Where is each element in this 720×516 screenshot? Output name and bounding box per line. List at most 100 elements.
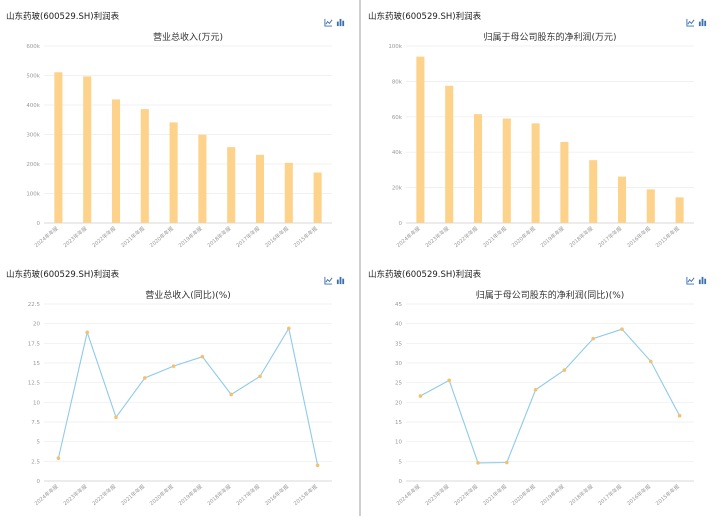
data-point [200,354,205,359]
x-tick-label: 2023年年报 [423,224,450,249]
y-tick-label: 15 [33,361,40,367]
x-tick-label: 2018年年报 [205,224,232,249]
y-tick-label: 40k [392,150,403,156]
x-tick-label: 2020年年报 [148,482,175,507]
x-tick-label: 2020年年报 [510,224,537,249]
bar [416,56,425,224]
x-tick-label: 2021年年报 [119,482,146,507]
y-tick-label: 100k [388,44,402,50]
data-point [258,374,262,379]
line-chart-icon[interactable] [686,276,695,285]
y-tick-label: 500k [26,74,40,80]
bar [169,122,178,223]
chart-title: 归属于母公司股东的净利润(同比)(%) [476,289,625,301]
bar [54,72,63,223]
line-chart-icon[interactable] [686,18,695,27]
chart-area: 营业总收入(同比)(%) 0 2.5 5 7.5 10 12.5 15 17.5 20 22.5 20… [28,289,332,507]
x-tick-label: 2024年年报 [33,482,60,507]
bar [140,109,149,223]
x-tick-label: 2022年年报 [452,482,479,507]
bar [313,172,322,223]
bar-chart-icon[interactable] [698,18,707,27]
data-point [505,460,509,465]
chart-title: 归属于母公司股东的净利润(万元) [483,31,616,43]
x-tick-label: 2018年年报 [567,224,594,249]
panel-header: 山东药玻(600529.SH)利润表 [6,270,120,280]
x-tick-label: 2018年年报 [567,482,594,507]
panel-divider [359,0,361,516]
bar [646,189,655,223]
x-tick-label: 2016年年报 [263,482,290,507]
x-tick-label: 2022年年报 [90,482,117,507]
x-tick-label: 2015年年报 [654,224,681,249]
data-point [56,456,61,460]
data-point [562,368,567,372]
y-tick-label: 200k [26,162,40,168]
x-tick-label: 2015年年报 [292,224,319,249]
y-tick-label: 15 [395,420,402,426]
x-tick-label: 2015年年报 [292,482,319,507]
data-point [649,359,653,364]
x-tick-label: 2021年年报 [481,224,508,249]
panel-revenue-yoy: 山东药玻(600529.SH)利润表 营业总收入(同比)(%) 0 2.5 5 7.5 1… [2,258,356,513]
bar [445,85,454,223]
data-point [85,330,89,335]
bar-chart-icon[interactable] [336,18,345,27]
x-tick-label: 2023年年报 [61,482,88,507]
x-tick-label: 2024年年报 [395,224,422,249]
y-tick-label: 5 [37,440,41,446]
y-tick-label: 45 [395,302,402,308]
bar [560,141,569,223]
x-tick-label: 2020年年报 [510,482,537,507]
x-tick-label: 2019年年报 [177,482,204,507]
data-point [315,463,320,468]
bar [502,118,511,223]
x-tick-label: 2017年年报 [596,224,623,249]
x-tick-label: 2019年年报 [539,482,566,507]
bar-chart-icon[interactable] [336,276,345,285]
y-tick-label: 0 [37,221,41,227]
x-tick-label: 2017年年报 [596,482,623,507]
y-tick-label: 25 [395,381,402,387]
panel-net-profit: 山东药玻(600529.SH)利润表 归属于母公司股东的净利润(万元) 0 20k 4… [364,0,718,255]
x-tick-label: 2018年年报 [205,482,232,507]
bar [473,114,483,223]
data-point [447,378,451,383]
chart-area: 营业总收入(万元) 0 100k 200k 300k 400k 500k 600k 2024年年… [26,31,332,249]
y-tick-label: 20 [33,322,40,328]
x-tick-label: 2017年年报 [234,224,261,249]
bar [531,123,540,223]
panel-revenue: 山东药玻(600529.SH)利润表 营业总收入(万元) 0 100k 200k 300… [2,0,356,255]
bar-chart-icon[interactable] [698,276,707,285]
line-chart-icon[interactable] [324,18,333,27]
bar [227,147,236,223]
y-tick-label: 12.5 [28,381,41,387]
chart-toolbar [686,276,710,288]
x-tick-label: 2021年年报 [481,482,508,507]
y-tick-label: 20 [395,400,402,406]
x-tick-label: 2016年年报 [263,224,290,249]
y-tick-label: 100k [26,192,40,198]
data-point [677,413,682,418]
chart-toolbar [324,18,348,30]
chart-title: 营业总收入(万元) [153,31,223,43]
y-tick-label: 80k [392,79,403,85]
y-tick-label: 20k [392,186,403,192]
x-tick-label: 2023年年报 [61,224,88,249]
bar [617,176,627,223]
line-chart-icon[interactable] [324,276,333,285]
x-tick-label: 2024年年报 [33,224,60,249]
panel-header: 山东药玻(600529.SH)利润表 [6,12,120,22]
bar [589,160,598,223]
x-tick-label: 2024年年报 [395,482,422,507]
data-point [533,387,538,392]
bar [255,154,265,223]
bar [83,76,92,223]
data-point [114,415,118,420]
y-tick-label: 40 [395,322,402,328]
data-point [418,394,423,398]
y-tick-label: 400k [26,103,40,109]
panel-net-profit-yoy: 山东药玻(600529.SH)利润表 归属于母公司股东的净利润(同比)(%) 0 5… [364,258,718,513]
data-point [229,392,233,397]
